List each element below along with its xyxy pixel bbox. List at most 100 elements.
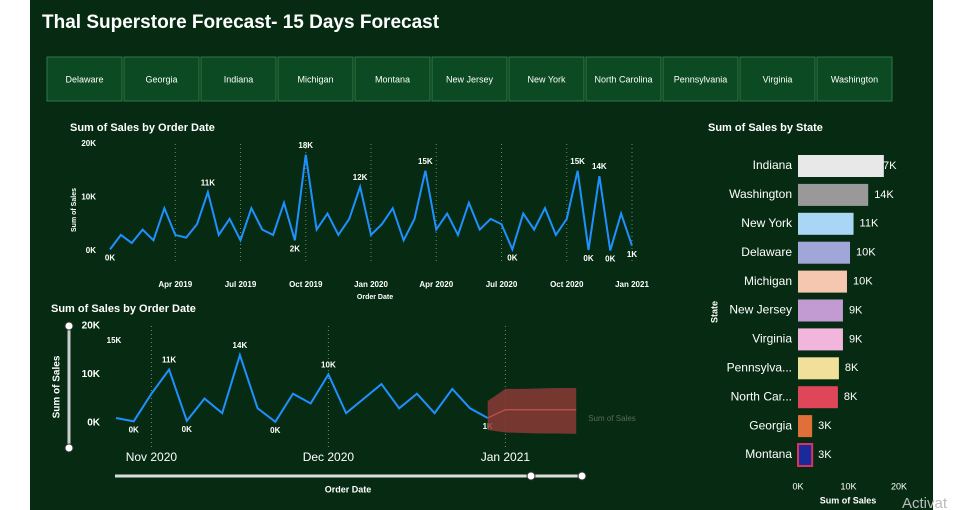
x-axis-title: Order Date bbox=[357, 294, 393, 301]
y-tick-label: 10K bbox=[82, 369, 101, 380]
data-label: 18K bbox=[298, 141, 313, 150]
bar[interactable] bbox=[798, 270, 847, 293]
data-label: 12K bbox=[353, 173, 368, 182]
filter-button[interactable] bbox=[46, 56, 123, 102]
x-tick-label: Jul 2020 bbox=[486, 280, 518, 289]
filter-label[interactable]: New York bbox=[527, 74, 566, 84]
x-tick-label: Jul 2019 bbox=[225, 280, 257, 289]
filter-label[interactable]: Indiana bbox=[224, 74, 254, 84]
x-tick-label: Apr 2020 bbox=[419, 280, 453, 289]
x-tick-label: Nov 2020 bbox=[126, 450, 178, 464]
filter-label[interactable]: Georgia bbox=[145, 74, 177, 84]
y-tick-label: 20K bbox=[82, 321, 101, 332]
data-label: 1K bbox=[627, 250, 637, 259]
filter-button[interactable] bbox=[662, 56, 739, 102]
category-label[interactable]: Michigan bbox=[744, 274, 792, 288]
x-axis-title: Order Date bbox=[325, 484, 372, 494]
data-label: 3K bbox=[818, 420, 832, 432]
data-label: 11K bbox=[860, 218, 879, 230]
filter-label[interactable]: Virginia bbox=[763, 74, 793, 84]
filter-label[interactable]: Washington bbox=[831, 74, 878, 84]
y-tick-label: 0K bbox=[87, 417, 101, 428]
filter-button[interactable] bbox=[816, 56, 893, 102]
filter-label[interactable]: Montana bbox=[375, 74, 410, 84]
filter-button[interactable] bbox=[277, 56, 354, 102]
bar[interactable] bbox=[798, 183, 869, 206]
bar[interactable] bbox=[798, 357, 839, 380]
category-label[interactable]: Montana bbox=[745, 447, 792, 461]
data-label: 0K bbox=[583, 254, 593, 263]
data-label: 0K bbox=[270, 426, 280, 435]
data-label: 10K bbox=[853, 276, 873, 288]
filter-button[interactable] bbox=[739, 56, 816, 102]
slider-handle[interactable] bbox=[64, 443, 74, 453]
filter-label[interactable]: Delaware bbox=[65, 74, 103, 84]
bar[interactable] bbox=[798, 241, 851, 264]
bar[interactable] bbox=[798, 415, 813, 438]
filter-button[interactable] bbox=[431, 56, 508, 102]
filter-label[interactable]: New Jersey bbox=[446, 74, 494, 84]
filter-label[interactable]: Pennsylvania bbox=[674, 74, 728, 84]
category-label[interactable]: New York bbox=[741, 216, 793, 230]
data-label: 11K bbox=[162, 356, 176, 365]
bar[interactable] bbox=[798, 155, 884, 177]
data-label: 8K bbox=[844, 391, 858, 403]
x-tick-label: Jan 2020 bbox=[354, 280, 388, 289]
filter-button[interactable] bbox=[354, 56, 431, 102]
y-axis-title: State bbox=[709, 301, 719, 323]
chart-title: Sum of Sales by Order Date bbox=[51, 303, 196, 315]
x-tick-label: Apr 2019 bbox=[158, 280, 192, 289]
y-axis-title: Sum of Sales bbox=[52, 355, 63, 418]
filter-button[interactable] bbox=[585, 56, 662, 102]
slider-handle[interactable] bbox=[526, 471, 536, 481]
series-line bbox=[487, 409, 577, 419]
x-tick-label: Jan 2021 bbox=[481, 450, 531, 464]
bar[interactable] bbox=[798, 299, 843, 322]
bar[interactable] bbox=[798, 386, 838, 409]
category-label[interactable]: Pennsylva... bbox=[727, 360, 792, 374]
bar[interactable] bbox=[798, 212, 854, 235]
category-label[interactable]: Indiana bbox=[753, 158, 793, 172]
category-label[interactable]: Virginia bbox=[752, 332, 792, 346]
data-label: 14K bbox=[233, 341, 248, 350]
data-label: 3K bbox=[818, 449, 832, 461]
data-label: 8K bbox=[845, 362, 859, 374]
category-label[interactable]: Delaware bbox=[741, 245, 792, 259]
x-axis-title: Sum of Sales bbox=[820, 495, 877, 505]
slider-handle[interactable] bbox=[64, 321, 74, 331]
filter-label[interactable]: Michigan bbox=[297, 74, 333, 84]
data-label: 9K bbox=[849, 304, 863, 316]
x-tick-label: Jan 2021 bbox=[615, 280, 649, 289]
data-label: 14K bbox=[592, 162, 607, 171]
category-label[interactable]: Washington bbox=[729, 187, 792, 201]
x-tick-label: Oct 2020 bbox=[550, 280, 584, 289]
data-label: 0K bbox=[507, 254, 517, 263]
data-label: 15K bbox=[570, 157, 585, 166]
chart-title: Sum of Sales by Order Date bbox=[70, 122, 215, 134]
data-label: 0K bbox=[105, 254, 115, 263]
slider-handle[interactable] bbox=[577, 471, 587, 481]
x-tick-label: Oct 2019 bbox=[289, 280, 323, 289]
data-label: 15K bbox=[418, 157, 433, 166]
category-label[interactable]: North Car... bbox=[731, 389, 792, 403]
data-label: 0K bbox=[605, 255, 615, 264]
filter-button[interactable] bbox=[123, 56, 200, 102]
series-line bbox=[115, 351, 489, 424]
forecast-label: Sum of Sales bbox=[588, 414, 636, 423]
bar[interactable] bbox=[798, 328, 843, 351]
data-label: 10K bbox=[321, 361, 336, 370]
data-label: 9K bbox=[849, 333, 863, 345]
category-label[interactable]: New Jersey bbox=[729, 303, 792, 317]
forecast-band bbox=[487, 387, 577, 434]
filter-label[interactable]: North Carolina bbox=[594, 74, 652, 84]
bar[interactable] bbox=[797, 443, 814, 467]
data-label: 0K bbox=[182, 425, 192, 434]
filter-button[interactable] bbox=[200, 56, 277, 102]
category-label[interactable]: Georgia bbox=[749, 418, 792, 432]
filter-button[interactable] bbox=[508, 56, 585, 102]
x-tick-label: Dec 2020 bbox=[303, 450, 355, 464]
series-line bbox=[109, 154, 633, 253]
x-tick-label: 0K bbox=[792, 481, 803, 491]
data-label: 11K bbox=[201, 178, 215, 187]
